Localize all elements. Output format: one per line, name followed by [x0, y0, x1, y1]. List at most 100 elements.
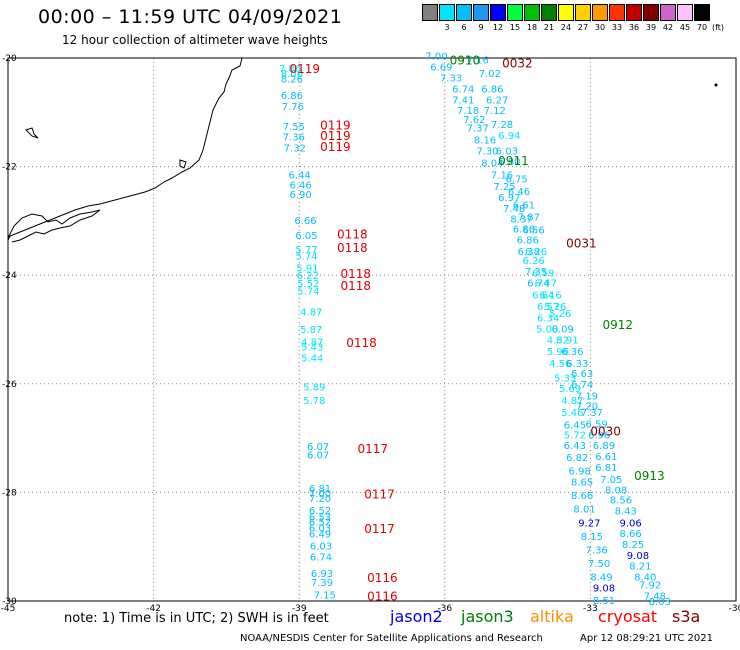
swh-value: 4.56	[549, 359, 571, 370]
legend-label: 12	[492, 23, 504, 32]
swh-value: 7.32	[284, 144, 306, 155]
swh-value: 6.59	[532, 268, 554, 279]
swh-value: 7.18	[457, 106, 479, 117]
pass-time-label: 0118	[337, 227, 368, 241]
swh-value: 6.64	[532, 291, 554, 302]
swh-value: 6.16	[539, 291, 561, 302]
swh-value: 5.26	[544, 302, 566, 313]
legend-label: 39	[645, 23, 657, 32]
credit-text: NOAA/NESDIS Center for Satellite Applica…	[240, 633, 543, 644]
legend-swatch	[575, 4, 591, 21]
pass-time-label: 0912	[603, 318, 634, 332]
swh-value: 6.59	[586, 419, 608, 430]
swh-value: 5.52	[297, 279, 319, 290]
pass-time-label: 0118	[340, 279, 371, 293]
swh-value: 5.26	[549, 309, 571, 320]
pass-time-label: 0913	[634, 469, 665, 483]
swh-value: 6.86	[481, 84, 503, 95]
swh-value: 6.74	[571, 380, 593, 391]
legend-swatch	[524, 4, 540, 21]
swh-value: 5.96	[547, 347, 569, 358]
swh-value: 6.86	[281, 91, 303, 102]
swh-value: 8.56	[610, 495, 632, 506]
legend-swatch	[609, 4, 625, 21]
mission-label: jason3	[461, 607, 514, 626]
pass-time-label: 0116	[367, 590, 398, 604]
swh-value: 5.44	[301, 354, 323, 365]
lat-tick-label: -24	[2, 271, 17, 281]
swh-value: 7.35	[525, 267, 547, 278]
legend-swatch	[456, 4, 472, 21]
legend-label: 3	[444, 23, 450, 32]
swh-value: 7.05	[600, 475, 622, 486]
legend-swatch	[694, 4, 710, 21]
swh-value: 6.52	[309, 506, 331, 517]
swh-value: 7.28	[491, 120, 513, 131]
pass-time-label: 0116	[367, 571, 398, 585]
swh-value: 6.46	[289, 181, 311, 192]
swh-value: 8.16	[474, 135, 496, 146]
swh-value: 7.15	[314, 590, 336, 601]
pass-time-label: 0118	[346, 336, 377, 350]
swh-value: 6.26	[525, 247, 547, 258]
swh-value: 6.80	[498, 157, 520, 168]
swh-value: 8.04	[481, 158, 503, 169]
swh-value: 5.00	[536, 324, 558, 335]
generated-timestamp: Apr 12 08:29:21 UTC 2021	[580, 633, 713, 644]
legend-swatch	[473, 4, 489, 21]
swh-value: 7.00	[425, 51, 447, 62]
legend-swatch	[643, 4, 659, 21]
legend-swatch	[422, 4, 438, 21]
swh-value: 6.66	[294, 216, 316, 227]
pass-time-label: 0118	[340, 267, 371, 281]
legend-unit: (ft)	[712, 23, 725, 32]
swh-value: 8.26	[281, 75, 303, 86]
swh-value: 7.36	[283, 133, 305, 144]
lat-tick-label: -26	[2, 380, 17, 390]
swh-value: 6.74	[310, 552, 332, 563]
map-frame	[7, 57, 737, 602]
pass-time-label: 0119	[320, 118, 351, 132]
swh-value: 7.76	[282, 102, 304, 113]
swh-value: 8.37	[510, 215, 532, 226]
pass-time-label: 0118	[337, 241, 368, 255]
swh-value: 6.81	[309, 484, 331, 495]
swh-value: 9.06	[620, 518, 642, 529]
legend-swatch	[558, 4, 574, 21]
footer-note: note: 1) Time is in UTC; 2) SWH is in fe…	[64, 611, 329, 626]
swh-value: 9.08	[627, 551, 649, 562]
swh-value: 6.09	[552, 324, 574, 335]
swh-value: 6.98	[569, 467, 591, 478]
lon-tick-label: -42	[146, 604, 161, 614]
swh-value: 7.55	[283, 122, 305, 133]
swh-value: 6.03	[310, 542, 332, 553]
swh-value: 7.39	[311, 578, 333, 589]
swh-value: 7.37	[581, 408, 603, 419]
bay-outline	[7, 209, 101, 243]
swh-value: 4.82	[547, 335, 569, 346]
swh-value: 6.22	[297, 271, 319, 282]
swh-value: 6.93	[311, 569, 333, 580]
swh-value: 8.15	[581, 532, 603, 543]
swh-value: 7.62	[463, 115, 485, 126]
legend-label: 15	[509, 23, 521, 32]
legend-swatch	[507, 4, 523, 21]
swh-value: 9.08	[593, 583, 615, 594]
swh-value: 6.36	[561, 347, 583, 358]
swh-value: 7.12	[484, 106, 506, 117]
swh-value: 6.07	[307, 442, 329, 453]
swh-value: 6.75	[505, 175, 527, 186]
swh-value: 8.08	[605, 486, 627, 497]
swh-value: 9.27	[578, 518, 600, 529]
lat-tick-label: -20	[2, 54, 17, 64]
swh-value: 7.02	[479, 69, 501, 80]
legend-label: 24	[560, 23, 572, 32]
legend-label: 42	[662, 23, 674, 32]
swh-value: 6.56	[522, 226, 544, 237]
swh-value: 7.50	[588, 559, 610, 570]
swh-value: 8.66	[620, 529, 642, 540]
swh-value: 8.51	[593, 596, 615, 607]
legend-swatch	[592, 4, 608, 21]
swh-value: 7.20	[309, 494, 331, 505]
island-outline	[25, 127, 39, 139]
